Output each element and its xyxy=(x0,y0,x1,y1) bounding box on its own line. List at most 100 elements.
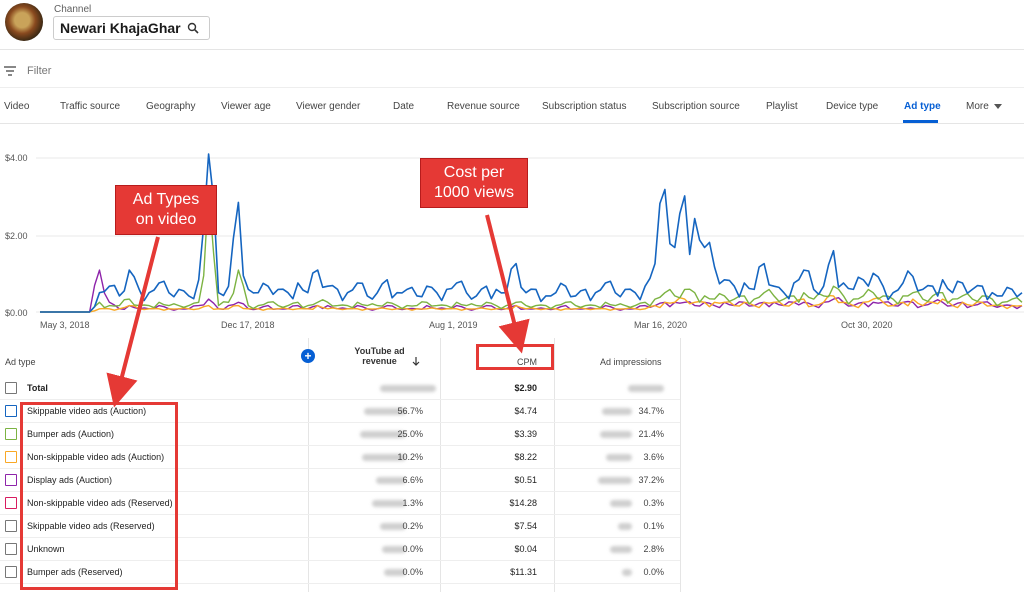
redacted-impressions xyxy=(610,500,632,507)
redacted-revenue xyxy=(360,431,406,438)
tab-date[interactable]: Date xyxy=(393,101,415,112)
x-tick-label: Aug 1, 2019 xyxy=(429,320,478,330)
column-divider xyxy=(440,338,441,592)
filter-label: Filter xyxy=(27,65,52,77)
redacted-impressions xyxy=(628,385,664,392)
row-revenue-pct: 6.6% xyxy=(402,475,423,485)
add-metric-button[interactable]: + xyxy=(301,349,315,363)
row-checkbox[interactable] xyxy=(5,543,17,555)
redacted-impressions xyxy=(600,431,632,438)
column-divider xyxy=(680,338,681,592)
y-tick-label: $0.00 xyxy=(5,308,28,318)
row-ad-type-label: Bumper ads (Auction) xyxy=(27,429,115,439)
channel-header: Channel Newari KhajaGhar xyxy=(0,0,1024,50)
tab-more[interactable]: More xyxy=(966,101,1002,112)
column-header-ad-type[interactable]: Ad type xyxy=(5,357,36,367)
tab-playlist[interactable]: Playlist xyxy=(766,101,798,112)
row-ad-type-label: Skippable video ads (Reserved) xyxy=(27,521,155,531)
row-ad-type-label: Non-skippable video ads (Reserved) xyxy=(27,498,173,508)
filter-bar[interactable]: Filter xyxy=(0,56,1024,88)
redacted-revenue xyxy=(364,408,406,415)
redacted-revenue xyxy=(376,477,406,484)
tab-subscription-source[interactable]: Subscription source xyxy=(652,101,740,112)
highlight-ad-type-list xyxy=(20,402,178,590)
x-tick-label: Dec 17, 2018 xyxy=(221,320,275,330)
dimension-tabs: Video Traffic source Geography Viewer ag… xyxy=(0,96,1024,124)
row-revenue-pct: 10.2% xyxy=(397,452,423,462)
row-revenue-pct: 0.2% xyxy=(402,521,423,531)
channel-avatar[interactable] xyxy=(5,3,43,41)
row-revenue-pct: 1.3% xyxy=(402,498,423,508)
row-impressions-pct: 0.0% xyxy=(643,567,664,577)
tab-traffic-source[interactable]: Traffic source xyxy=(60,101,121,112)
channel-selector[interactable]: Newari KhajaGhar xyxy=(53,16,210,40)
row-checkbox[interactable] xyxy=(5,428,17,440)
tab-viewer-age[interactable]: Viewer age xyxy=(221,101,271,112)
redacted-revenue xyxy=(382,546,406,553)
row-cpm: $7.54 xyxy=(514,521,537,531)
row-checkbox[interactable] xyxy=(5,451,17,463)
chart-plot xyxy=(36,153,1024,313)
row-checkbox[interactable] xyxy=(5,474,17,486)
series-line xyxy=(40,269,1023,313)
table-total-row[interactable]: Total $2.90 xyxy=(0,377,680,400)
highlight-cpm-header xyxy=(476,344,554,370)
table-row[interactable]: Display ads (Auction) 6.6% $0.51 37.2% xyxy=(0,469,680,492)
sort-down-icon[interactable] xyxy=(412,357,420,366)
row-revenue-pct: 56.7% xyxy=(397,406,423,416)
row-ad-type-label: Total xyxy=(27,383,48,393)
tab-viewer-gender[interactable]: Viewer gender xyxy=(296,101,361,112)
row-impressions-pct: 37.2% xyxy=(638,475,664,485)
channel-name: Newari KhajaGhar xyxy=(60,20,181,36)
row-cpm: $0.51 xyxy=(514,475,537,485)
x-tick-label: Mar 16, 2020 xyxy=(634,320,688,330)
column-header-cpm[interactable]: CPM xyxy=(517,357,537,367)
x-tick-label: May 3, 2018 xyxy=(40,320,90,330)
redacted-impressions xyxy=(602,408,632,415)
row-checkbox[interactable] xyxy=(5,520,17,532)
revenue-chart: $4.00 $2.00 $0.00 May 3, 2018 Dec 17, 20… xyxy=(0,124,1024,336)
row-cpm: $14.28 xyxy=(509,498,537,508)
row-cpm: $2.90 xyxy=(514,383,537,393)
tab-subscription-status[interactable]: Subscription status xyxy=(542,101,627,112)
row-impressions-pct: 0.1% xyxy=(643,521,664,531)
table-row[interactable]: Bumper ads (Auction) 25.0% $3.39 21.4% xyxy=(0,423,680,446)
redacted-impressions xyxy=(598,477,632,484)
redacted-revenue xyxy=(372,500,406,507)
tab-video[interactable]: Video xyxy=(4,101,30,112)
row-impressions-pct: 34.7% xyxy=(638,406,664,416)
column-divider xyxy=(308,338,309,592)
row-checkbox[interactable] xyxy=(5,497,17,509)
redacted-impressions xyxy=(610,546,632,553)
table-row[interactable]: Non-skippable video ads (Auction) 10.2% $8… xyxy=(0,446,680,469)
ad-type-table: Ad type + YouTube ad revenue CPM Ad impr… xyxy=(0,338,1024,592)
column-header-revenue[interactable]: YouTube ad revenue xyxy=(354,346,405,366)
row-impressions-pct: 2.8% xyxy=(643,544,664,554)
row-checkbox[interactable] xyxy=(5,566,17,578)
y-tick-label: $4.00 xyxy=(5,153,28,163)
table-row[interactable]: Skippable video ads (Auction) 56.7% $4.74 3… xyxy=(0,400,680,423)
column-header-impressions[interactable]: Ad impressions xyxy=(600,357,662,367)
row-ad-type-label: Skippable video ads (Auction) xyxy=(27,406,147,416)
active-tab-indicator xyxy=(903,120,938,123)
redacted-revenue xyxy=(384,569,406,576)
row-ad-type-label: Display ads (Auction) xyxy=(27,475,113,485)
redacted-revenue xyxy=(362,454,406,461)
row-checkbox[interactable] xyxy=(5,382,17,394)
tab-geography[interactable]: Geography xyxy=(146,101,196,112)
search-icon xyxy=(187,22,199,34)
table-row[interactable]: Bumper ads (Reserved) 0.0% $11.31 0.0% xyxy=(0,561,680,584)
channel-label: Channel xyxy=(54,4,92,15)
tab-ad-type[interactable]: Ad type xyxy=(904,101,941,112)
tab-revenue-source[interactable]: Revenue source xyxy=(447,101,520,112)
row-checkbox[interactable] xyxy=(5,405,17,417)
table-row[interactable]: Skippable video ads (Reserved) 0.2% $7.54 0… xyxy=(0,515,680,538)
y-tick-label: $2.00 xyxy=(5,231,28,241)
row-cpm: $4.74 xyxy=(514,406,537,416)
tab-device-type[interactable]: Device type xyxy=(826,101,879,112)
row-revenue-pct: 0.0% xyxy=(402,544,423,554)
table-row[interactable]: Unknown 0.0% $0.04 2.8% xyxy=(0,538,680,561)
series-line xyxy=(40,188,1023,313)
row-revenue-pct: 25.0% xyxy=(397,429,423,439)
table-row[interactable]: Non-skippable video ads (Reserved) 1.3% $1… xyxy=(0,492,680,515)
